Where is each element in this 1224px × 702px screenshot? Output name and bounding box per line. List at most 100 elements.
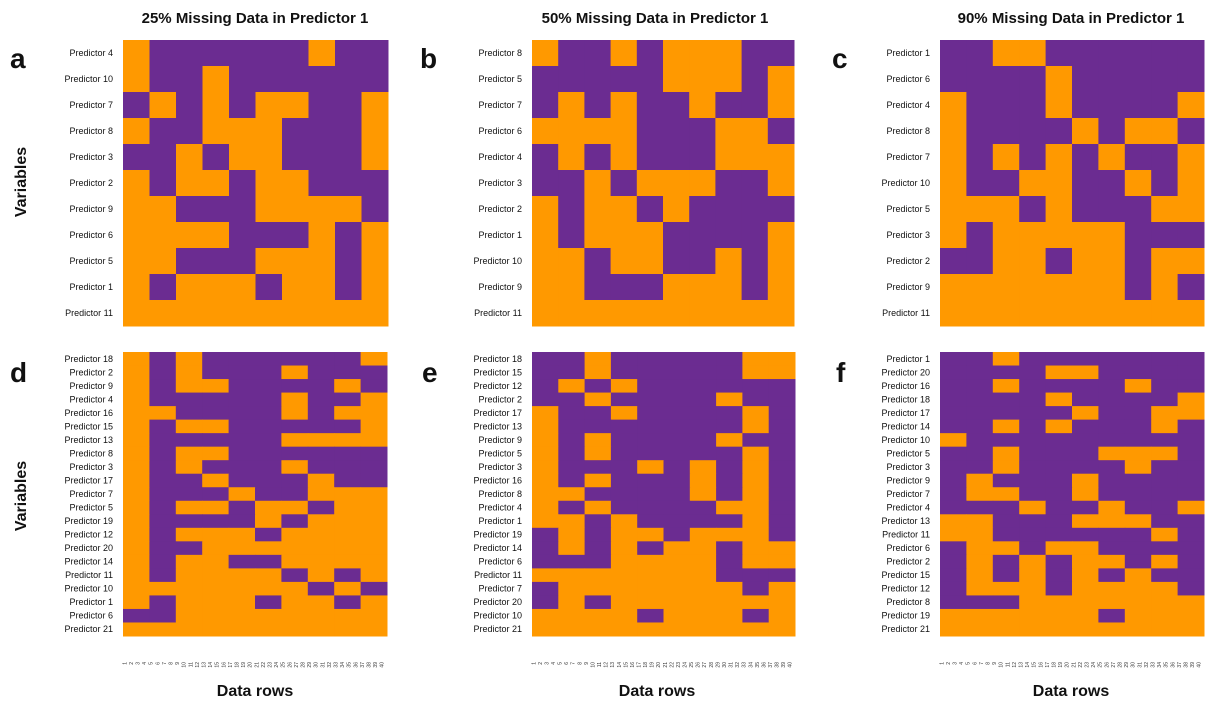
heatmap-cell: [1098, 514, 1126, 529]
heatmap-cell: [532, 196, 559, 223]
x-tick-label: 17: [636, 662, 642, 668]
heatmap-cell: [966, 460, 994, 475]
heatmap-cell: [176, 300, 203, 327]
heatmap-cell: [716, 392, 743, 407]
heatmap-cell: [255, 118, 283, 145]
heatmap-cell: [741, 40, 769, 67]
heatmap-cell: [228, 541, 256, 556]
heatmap-cell: [1098, 608, 1126, 623]
heatmap-cell: [281, 541, 309, 556]
x-tick-label: 17: [228, 662, 234, 668]
x-tick-label: 30: [314, 662, 320, 668]
heatmap-cell: [584, 554, 612, 569]
heatmap-cell: [715, 40, 743, 67]
heatmap-cell: [584, 581, 612, 596]
heatmap-cell: [1019, 170, 1047, 197]
x-tick-label: 20: [1065, 662, 1071, 668]
heatmap-cell: [584, 595, 612, 610]
heatmap-cell: [1045, 568, 1073, 583]
heatmap-cell: [307, 541, 335, 556]
heatmap-cell: [768, 500, 796, 515]
x-tick-label: 33: [742, 662, 748, 668]
heatmap-cell: [1072, 170, 1099, 197]
heatmap-cell: [202, 118, 230, 145]
heatmap-cell: [663, 527, 691, 542]
heatmap-panel-c: c Predictor 1 Predictor 6 Predictor 4 Predic…: [832, 40, 1205, 327]
heatmap-cell: [1124, 487, 1152, 502]
heatmap-cell: [1072, 473, 1099, 488]
heatmap-cell: [360, 433, 388, 448]
heatmap-cell: [255, 608, 282, 623]
heatmap-cell: [1019, 541, 1047, 556]
heatmap-cell: [1151, 352, 1179, 367]
heatmap-cell: [940, 487, 967, 502]
heatmap-cell: [1124, 581, 1152, 596]
heatmap-cell: [663, 514, 691, 529]
y-axis-title-top: Variables: [13, 147, 30, 217]
heatmap-cell: [716, 608, 743, 623]
x-tick-label: 15: [623, 662, 629, 668]
row-label: Predictor 21: [64, 624, 113, 634]
heatmap-cell: [281, 460, 309, 475]
heatmap-cell: [663, 196, 690, 223]
heatmap-cell: [741, 92, 769, 119]
heatmap-cell: [636, 274, 664, 301]
heatmap-cell: [992, 66, 1020, 93]
heatmap-cell: [281, 622, 309, 637]
heatmap-cell: [558, 527, 586, 542]
heatmap-cell: [1177, 527, 1205, 542]
heatmap-cell: [202, 300, 230, 327]
heatmap-cell: [149, 595, 177, 610]
heatmap-cell: [282, 274, 309, 301]
heatmap-cell: [308, 300, 336, 327]
row-label: Predictor 17: [64, 475, 113, 485]
heatmap-cell: [334, 500, 362, 515]
heatmap-cell: [689, 92, 716, 119]
heatmap-cell: [558, 514, 586, 529]
row-label: Predictor 3: [478, 462, 522, 472]
heatmap-cell: [123, 274, 150, 301]
heatmap-cell: [228, 392, 256, 407]
row-label: Predictor 7: [478, 584, 522, 594]
heatmap-cell: [175, 406, 203, 421]
heatmap-cell: [940, 433, 967, 448]
row-label: Predictor 6: [886, 543, 930, 553]
heatmap-cell: [610, 222, 638, 249]
heatmap-cell: [663, 392, 691, 407]
heatmap-cell: [1124, 170, 1152, 197]
heatmap-cell: [1124, 433, 1152, 448]
row-label: Predictor 15: [473, 367, 522, 377]
row-label: Predictor 13: [473, 421, 522, 431]
heatmap-cell: [532, 568, 559, 583]
heatmap-cell: [1151, 392, 1179, 407]
heatmap-cell: [360, 554, 388, 569]
heatmap-cell: [742, 514, 770, 529]
heatmap-cell: [741, 196, 769, 223]
row-label: Predictor 20: [473, 597, 522, 607]
heatmap-cell: [281, 446, 309, 461]
x-axis-title-e: Data rows: [619, 683, 696, 700]
heatmap-cell: [610, 118, 638, 145]
heatmap-cell: [307, 622, 335, 637]
heatmap-cell: [1151, 581, 1179, 596]
heatmap-cell: [307, 392, 335, 407]
heatmap-cell: [1098, 66, 1126, 93]
heatmap-cell: [940, 352, 967, 367]
heatmap-cell: [558, 248, 585, 275]
heatmap-cell: [992, 300, 1020, 327]
heatmap-cell: [1072, 554, 1099, 569]
row-label: Predictor 8: [478, 48, 522, 58]
heatmap-cell: [176, 248, 203, 275]
heatmap-cell: [741, 170, 769, 197]
heatmap-cell: [123, 392, 150, 407]
x-tick-label: 9: [992, 662, 998, 665]
heatmap-cell: [149, 554, 177, 569]
heatmap-cell: [1072, 66, 1099, 93]
x-tick-label: 4: [142, 662, 148, 665]
heatmap-cell: [558, 581, 586, 596]
heatmap-cell: [610, 406, 638, 421]
heatmap-cell: [1045, 274, 1073, 301]
heatmap-cell: [175, 352, 203, 367]
heatmap-cell: [966, 622, 994, 637]
heatmap-cell: [123, 222, 150, 249]
